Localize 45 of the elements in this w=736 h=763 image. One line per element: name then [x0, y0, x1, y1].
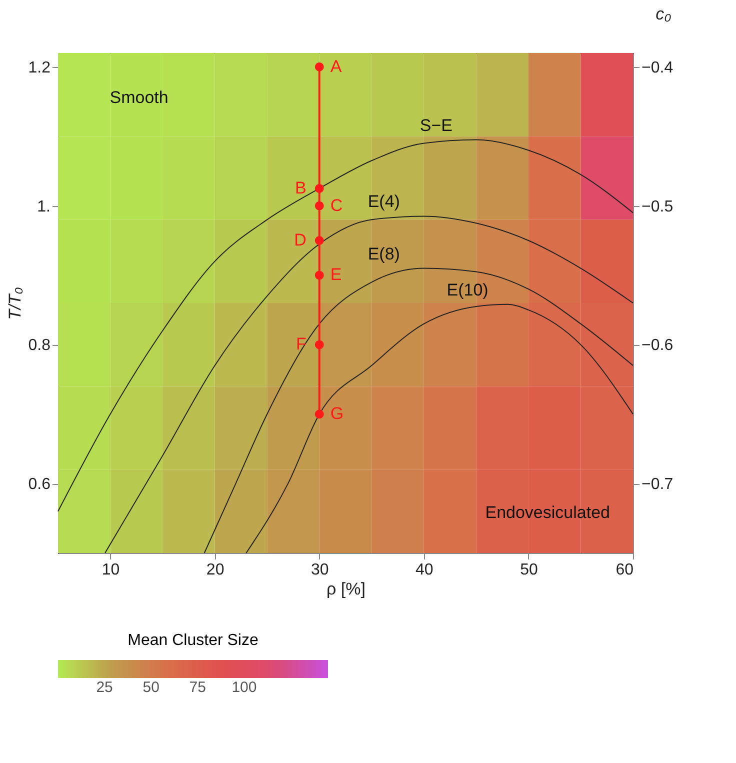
point [314, 184, 324, 193]
x-tick-label: 10 [102, 562, 120, 578]
y2-tick-label: −0.7 [642, 476, 674, 494]
annotation: F [296, 334, 306, 354]
point [314, 410, 324, 419]
annotation: E(4) [368, 192, 400, 212]
point [314, 340, 324, 350]
y-tick-label: 0.6 [28, 476, 51, 494]
annotation: A [330, 56, 342, 76]
y2-tick-label: −0.5 [642, 198, 674, 216]
x-tick-label: 50 [520, 562, 538, 578]
annotation: Endovesiculated [485, 503, 610, 522]
point [314, 62, 324, 72]
color-bar-title: Mean Cluster Size [128, 632, 258, 649]
annotation: S−E [420, 116, 452, 135]
annotation: Smooth [110, 88, 168, 107]
y2-tick-label: −0.4 [642, 59, 674, 76]
y2-axis-title: c₀ [656, 4, 672, 24]
annotation: C [330, 196, 343, 215]
y-tick-label: 0.8 [28, 337, 51, 354]
y-tick-label: 1.2 [28, 59, 51, 76]
annotation: E [330, 265, 342, 284]
y-tick-label: 1. [37, 198, 50, 216]
annotation: D [294, 230, 306, 250]
x-tick-label: 60 [616, 562, 634, 578]
line-series [204, 268, 634, 554]
color-bar-label: 75 [189, 679, 206, 696]
y2-tick-label: −0.6 [642, 337, 674, 354]
x-axis-title: ρ [%] [326, 580, 366, 598]
x-tick-label: 20 [206, 562, 224, 578]
x-tick-label: 40 [416, 562, 434, 578]
annotation: B [295, 178, 306, 198]
point [314, 236, 324, 245]
color-bar-label: 50 [142, 679, 160, 696]
color-bar-label: 25 [96, 679, 113, 696]
line-series [104, 216, 634, 554]
annotation: E(10) [446, 280, 488, 300]
line-series [246, 304, 634, 554]
point [314, 201, 324, 210]
color-bar-label: 100 [232, 679, 257, 696]
annotation: E(8) [368, 244, 400, 264]
point [314, 270, 324, 280]
x-tick-label: 30 [310, 562, 329, 578]
y-axis-title: T/T₀ [5, 287, 24, 320]
annotation: G [330, 404, 344, 424]
